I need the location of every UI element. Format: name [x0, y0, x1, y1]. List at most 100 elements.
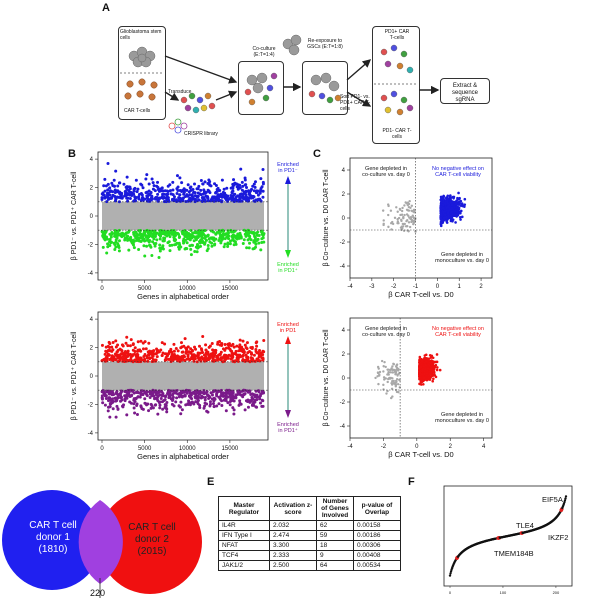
data-point: [251, 184, 255, 188]
data-point: [190, 348, 194, 352]
data-point: [439, 201, 443, 204]
data-point: [141, 195, 145, 199]
data-point: [253, 180, 257, 184]
data-point: [236, 359, 240, 363]
data-point: [252, 182, 256, 186]
data-point: [122, 357, 126, 361]
data-point: [129, 394, 133, 398]
data-point: [108, 357, 112, 361]
data-point: [186, 183, 190, 187]
data-point: [382, 370, 385, 373]
data-point: [221, 394, 225, 398]
data-point: [159, 396, 163, 400]
data-point: [251, 359, 255, 363]
data-point: [200, 238, 204, 242]
data-point: [256, 198, 260, 202]
data-point: [145, 394, 149, 398]
data-point: [177, 395, 181, 399]
data-point: [193, 182, 197, 186]
enrichment-arrow-down: [285, 250, 291, 258]
data-point: [135, 402, 139, 406]
gene-label: EIF5A: [542, 495, 563, 504]
data-point: [409, 217, 412, 221]
data-point: [239, 236, 243, 240]
table-cell: 0.00534: [353, 560, 401, 571]
data-point: [247, 234, 251, 238]
data-point: [109, 235, 113, 239]
data-point: [142, 244, 146, 248]
data-point: [255, 358, 259, 362]
data-point: [247, 246, 251, 250]
data-point: [165, 234, 169, 238]
data-point: [396, 217, 399, 221]
data-point: [165, 400, 169, 404]
data-point: [154, 242, 158, 246]
data-point: [144, 191, 148, 195]
venn-overlap-region: [78, 500, 123, 584]
data-point: [262, 232, 266, 236]
data-point: [223, 196, 227, 200]
data-point: [241, 353, 245, 357]
data-point: [435, 368, 439, 372]
data-point: [378, 373, 381, 376]
header-cell: p-value of Overlap: [353, 496, 401, 521]
coculture-label: Co-culture (E:T=1:4): [252, 46, 276, 58]
data-point: [210, 393, 214, 397]
data-point: [454, 221, 457, 224]
data-point: [105, 251, 109, 255]
data-point: [115, 404, 119, 408]
data-point: [148, 356, 152, 360]
table-cell: IL4R: [218, 520, 270, 531]
data-point: [242, 393, 246, 397]
data-point: [220, 178, 224, 182]
data-point: [112, 178, 116, 182]
data-point: [181, 232, 185, 236]
venn-left-line3: (1810): [38, 544, 68, 555]
data-point: [229, 357, 233, 361]
data-point: [401, 225, 405, 228]
data-point: [442, 216, 446, 219]
data-point: [212, 359, 216, 363]
data-point: [141, 347, 145, 351]
table-cell: 2.333: [269, 550, 317, 561]
data-point: [237, 403, 241, 407]
data-point: [202, 406, 206, 410]
y-tick-label: 4: [342, 328, 346, 334]
table-cell: 0.00306: [353, 540, 401, 551]
data-point: [230, 351, 234, 355]
null-band: [102, 361, 264, 391]
data-point: [186, 402, 190, 406]
data-point: [207, 178, 211, 182]
data-point: [164, 406, 168, 410]
data-point: [172, 342, 176, 346]
data-point: [175, 192, 179, 196]
data-point: [183, 238, 187, 242]
venn-right-label: CAR T cell donor 2 (2015): [110, 522, 194, 558]
data-point: [108, 238, 112, 242]
data-point: [121, 355, 125, 359]
table-cell: 2.500: [269, 560, 317, 571]
data-point: [439, 224, 443, 228]
data-point: [108, 392, 112, 396]
data-point: [434, 375, 438, 379]
extract-label: Extract & sequence sgRNA: [451, 83, 479, 103]
data-point: [198, 403, 202, 407]
data-point: [185, 188, 189, 192]
data-point: [161, 239, 165, 243]
data-point: [176, 185, 180, 189]
data-point: [123, 389, 127, 393]
data-point: [258, 354, 262, 358]
data-point: [251, 403, 255, 407]
data-point: [222, 187, 226, 191]
data-point: [153, 244, 157, 248]
reexposure-label: Re-exposure to GSCs (E:T=1:8): [307, 38, 343, 50]
data-point: [396, 382, 400, 386]
data-point: [214, 232, 218, 236]
data-point: [175, 396, 179, 400]
data-point: [114, 231, 118, 235]
data-point: [174, 400, 178, 404]
table-cell: 18: [316, 540, 354, 551]
data-point: [175, 174, 179, 178]
data-point: [238, 198, 242, 202]
data-point: [132, 189, 136, 193]
